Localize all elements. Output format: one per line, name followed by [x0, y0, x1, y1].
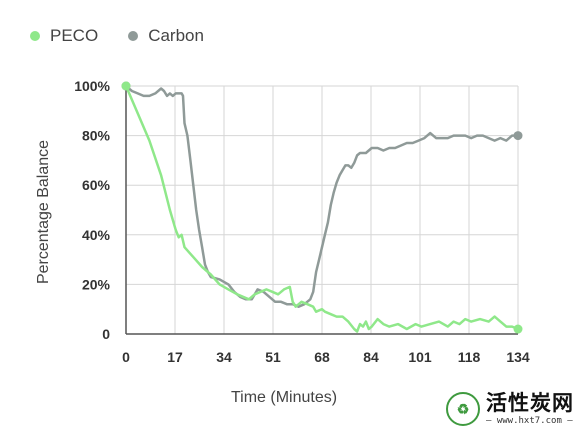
- watermark-url: — www.hxt7.com —: [486, 415, 573, 426]
- x-tick-label: 34: [216, 349, 232, 365]
- legend-dot-carbon: [128, 31, 139, 41]
- x-tick-label: 0: [122, 349, 130, 365]
- chart-legend: PECO Carbon: [30, 26, 204, 46]
- watermark-title: 活性炭网: [486, 390, 574, 415]
- series-line-carbon: [124, 84, 520, 308]
- y-tick-label: 100%: [74, 78, 110, 94]
- x-tick-label: 134: [506, 349, 530, 365]
- legend-label-carbon: Carbon: [148, 26, 204, 45]
- legend-dot-peco: [30, 31, 40, 41]
- legend-label-peco: PECO: [50, 26, 99, 45]
- y-tick-label: 0: [102, 326, 110, 342]
- legend-item-carbon: Carbon: [128, 26, 204, 46]
- series-line-peco: [124, 84, 520, 333]
- recycle-leaf-icon: ♻: [446, 392, 480, 426]
- watermark-logo: ♻ 活性炭网 — www.hxt7.com —: [446, 392, 574, 426]
- y-tick-label: 80%: [82, 128, 111, 144]
- x-tick-label: 68: [314, 349, 330, 365]
- y-tick-label: 40%: [82, 227, 111, 243]
- x-tick-label: 101: [408, 349, 432, 365]
- x-tick-label: 17: [167, 349, 183, 365]
- y-axis-label: Percentage Balance: [35, 140, 52, 284]
- y-tick-label: 60%: [82, 177, 111, 193]
- x-tick-label: 84: [363, 349, 379, 365]
- y-tick-label: 20%: [82, 276, 111, 292]
- series-point-peco-start: [121, 81, 131, 91]
- series-point-carbon-end: [513, 131, 523, 141]
- x-axis-label: Time (Minutes): [231, 389, 337, 406]
- x-tick-label: 118: [458, 349, 481, 365]
- legend-item-peco: PECO: [30, 26, 98, 46]
- series-point-peco-end: [513, 324, 523, 334]
- x-tick-label: 51: [265, 349, 281, 365]
